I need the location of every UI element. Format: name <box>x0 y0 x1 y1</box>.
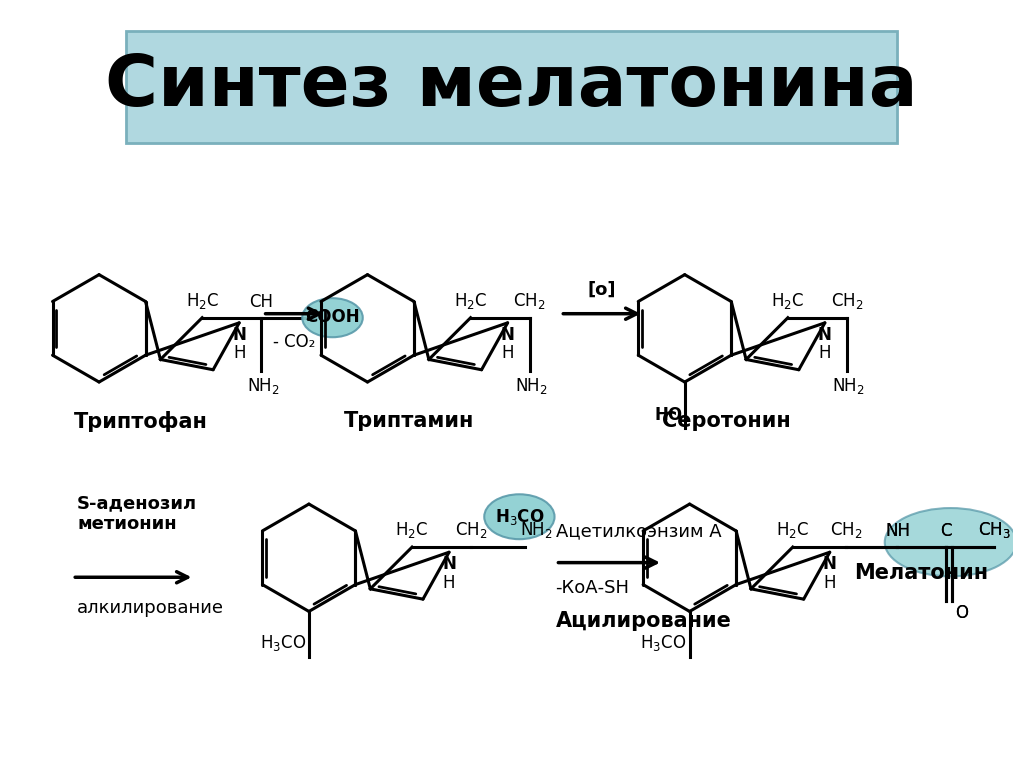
Text: O: O <box>955 604 969 622</box>
Text: H$_2$C: H$_2$C <box>454 291 487 311</box>
Text: - CO₂: - CO₂ <box>272 333 315 351</box>
Text: NH$_2$: NH$_2$ <box>515 377 548 397</box>
Text: H$_2$C: H$_2$C <box>776 520 809 540</box>
FancyBboxPatch shape <box>126 31 897 143</box>
Text: CH: CH <box>249 293 273 311</box>
Text: N: N <box>501 326 515 344</box>
Text: N: N <box>442 555 456 573</box>
Text: Триптамин: Триптамин <box>344 411 474 431</box>
Text: Мелатонин: Мелатонин <box>854 563 988 583</box>
Text: CH$_3$: CH$_3$ <box>978 520 1011 540</box>
Text: S-аденозил
метионин: S-аденозил метионин <box>77 495 198 533</box>
Text: -КоА-SH: -КоА-SH <box>555 579 630 597</box>
Text: H: H <box>232 344 246 362</box>
Text: [о]: [о] <box>587 281 615 299</box>
Ellipse shape <box>484 494 555 539</box>
Text: CH$_3$: CH$_3$ <box>978 520 1011 540</box>
Text: HO: HO <box>654 406 683 423</box>
Text: N: N <box>823 555 837 573</box>
Text: NH$_2$: NH$_2$ <box>833 377 865 397</box>
Text: Триптофан: Триптофан <box>74 411 208 433</box>
Text: C: C <box>940 522 951 540</box>
Text: H: H <box>502 344 514 362</box>
Text: H$_3$CO: H$_3$CO <box>495 507 544 527</box>
Text: H: H <box>823 574 836 591</box>
Ellipse shape <box>302 298 362 337</box>
Text: N: N <box>818 326 831 344</box>
Text: Ацетилкоэнзим А: Ацетилкоэнзим А <box>555 522 721 540</box>
Text: H$_3$CO: H$_3$CO <box>260 633 306 653</box>
Text: H$_2$C: H$_2$C <box>185 291 219 311</box>
Text: CH$_2$: CH$_2$ <box>830 291 863 311</box>
Text: H: H <box>818 344 831 362</box>
Text: алкилирование: алкилирование <box>77 599 224 617</box>
Text: H$_2$C: H$_2$C <box>771 291 805 311</box>
Text: Ацилирование: Ацилирование <box>555 611 731 631</box>
Text: H$_2$C: H$_2$C <box>395 520 429 540</box>
Text: NH: NH <box>885 522 910 540</box>
Text: COOH: COOH <box>305 308 359 326</box>
Text: NH: NH <box>885 522 910 540</box>
Text: CH$_2$: CH$_2$ <box>455 520 487 540</box>
Text: N: N <box>232 326 246 344</box>
Text: CH$_2$: CH$_2$ <box>513 291 546 311</box>
Text: CH$_2$: CH$_2$ <box>830 520 862 540</box>
Text: NH$_2$: NH$_2$ <box>247 377 280 397</box>
Text: H$_3$CO: H$_3$CO <box>640 633 687 653</box>
Text: H: H <box>442 574 456 591</box>
Text: Синтез мелатонина: Синтез мелатонина <box>105 52 918 121</box>
Ellipse shape <box>885 508 1017 576</box>
Text: Серотонин: Серотонин <box>662 411 791 431</box>
Text: C: C <box>940 522 951 540</box>
Text: O: O <box>955 604 969 622</box>
Text: NH$_2$: NH$_2$ <box>520 520 553 540</box>
